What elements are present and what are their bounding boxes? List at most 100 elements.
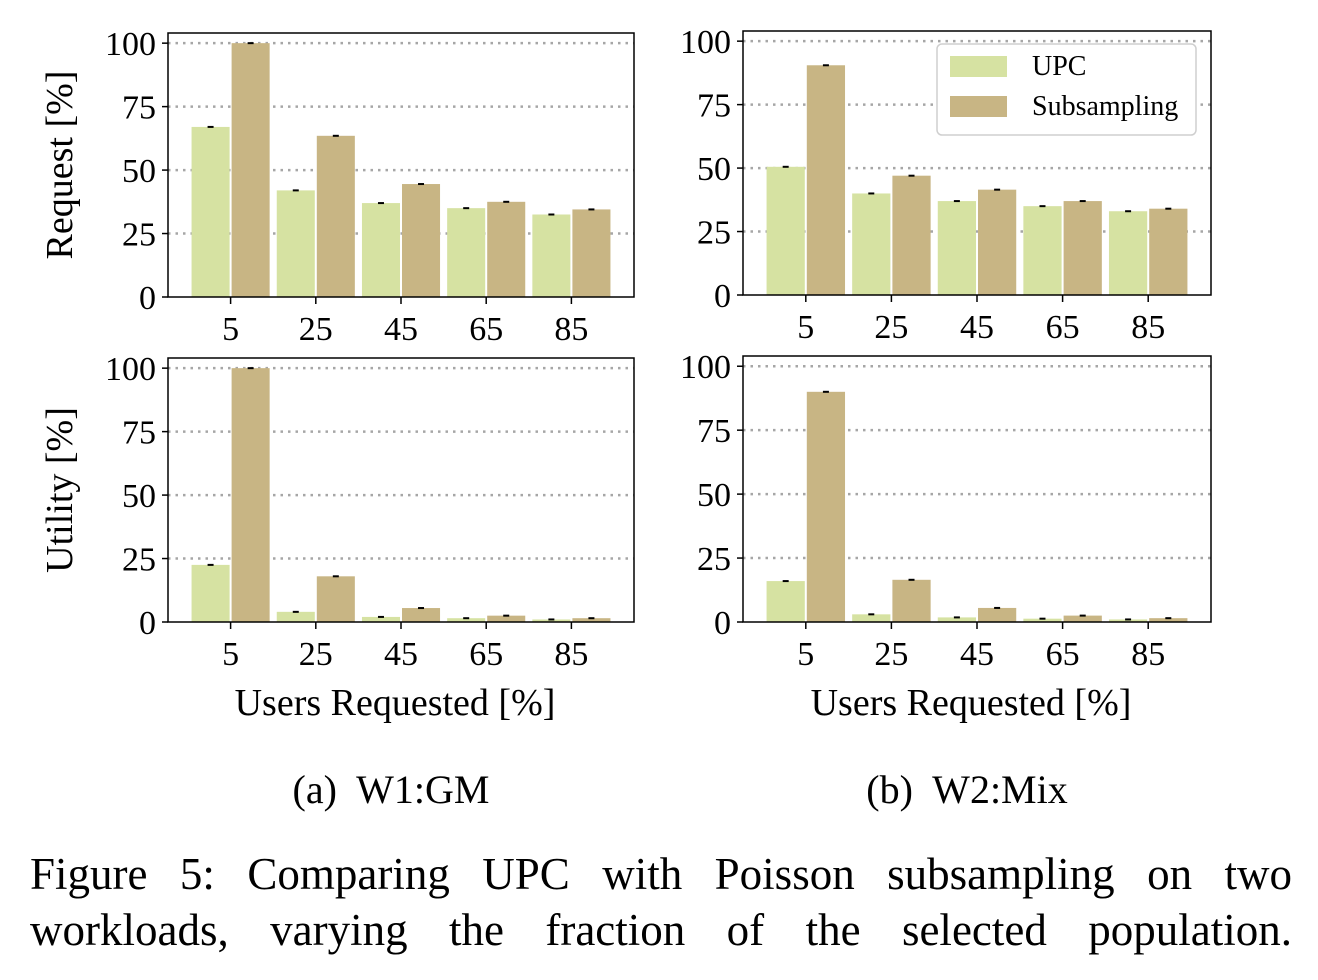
x-tick-label: 65	[469, 311, 503, 348]
y-tick-label: 25	[122, 217, 156, 254]
bar-subsampling-5	[231, 368, 270, 622]
plot-frame	[742, 355, 1212, 623]
x-tick-label: 85	[554, 636, 588, 673]
bar-upc-5	[766, 581, 805, 622]
bar-subsampling-25	[892, 175, 931, 295]
x-tick-label: 5	[797, 309, 814, 346]
chart-a-request: 0 25 50 75 100 5 25 45 65 85 Request [%]	[39, 26, 635, 348]
bar-upc-25	[276, 611, 315, 622]
bar-upc-85	[1108, 211, 1148, 295]
y-tick-label: 50	[697, 151, 731, 188]
y-tick-label: 100	[680, 349, 731, 386]
legend: UPC Subsampling	[936, 43, 1197, 136]
y-tick-label: 25	[122, 542, 156, 579]
x-tick-label: 85	[554, 311, 588, 348]
y-tick-label: 25	[697, 541, 731, 578]
bar-subsampling-65	[1063, 201, 1102, 295]
bar-upc-25	[852, 614, 891, 622]
x-tick-label: 45	[384, 636, 418, 673]
x-tick-label: 85	[1131, 636, 1165, 673]
panel-subtitle: (a) W1:GM	[293, 767, 490, 812]
bar-upc-5	[191, 126, 230, 297]
bar-upc-45	[937, 617, 976, 622]
x-tick-label: 45	[384, 311, 418, 348]
y-tick-label: 75	[697, 88, 731, 125]
y-tick-label: 0	[714, 278, 731, 315]
bar-subsampling-45	[402, 608, 441, 622]
bar-upc-85	[532, 214, 571, 297]
x-tick-label: 25	[874, 636, 908, 673]
plot-frame	[167, 357, 635, 623]
bar-subsampling-25	[316, 135, 355, 297]
bar-subsampling-85	[572, 618, 611, 622]
y-tick-label: 50	[697, 477, 731, 514]
caption-line-1: Figure 5: Comparing UPC with Poisson sub…	[30, 849, 1292, 899]
y-tick-label: 50	[122, 478, 156, 515]
y-tick-label: 100	[680, 24, 731, 61]
bar-subsampling-45	[402, 184, 441, 297]
bar-subsampling-85	[1149, 208, 1188, 295]
legend-label: Subsampling	[1032, 91, 1178, 122]
x-tick-label: 65	[469, 636, 503, 673]
x-tick-label: 5	[222, 636, 239, 673]
x-axis-label: Users Requested [%]	[811, 682, 1132, 724]
figure-caption: Figure 5: Comparing UPC with Poisson sub…	[30, 846, 1292, 958]
legend-label: UPC	[1032, 51, 1086, 82]
y-tick-label: 100	[105, 351, 156, 388]
x-tick-label: 45	[960, 309, 994, 346]
y-axis-label: Request [%]	[39, 71, 81, 260]
bar-subsampling-25	[892, 579, 931, 622]
y-tick-label: 0	[139, 605, 156, 642]
bar-upc-5	[191, 564, 230, 622]
bar-upc-85	[532, 619, 571, 622]
bar-subsampling-25	[316, 576, 355, 622]
bar-upc-45	[361, 203, 400, 297]
bar-subsampling-5	[806, 391, 846, 622]
chart-b-utility: 0 25 50 75 100 5 25 45 65 85 Users Requested [%] (b…	[680, 349, 1212, 812]
chart-a-utility: 0 25 50 75 100 5 25 45 65 85 Utility [%] Users Requ…	[39, 351, 635, 812]
y-tick-label: 100	[105, 26, 156, 63]
plot-frame	[742, 30, 1212, 296]
bar-upc-65	[1023, 618, 1062, 622]
y-tick-label: 75	[122, 90, 156, 127]
x-tick-label: 85	[1131, 309, 1165, 346]
caption-line-2: workloads, varying the fraction of the s…	[30, 905, 1292, 955]
x-tick-label: 5	[222, 311, 239, 348]
y-axis-label: Utility [%]	[39, 407, 81, 573]
panel-subtitle: (b) W2:Mix	[866, 767, 1067, 812]
bar-upc-85	[1108, 619, 1148, 622]
x-tick-label: 25	[299, 636, 333, 673]
bar-subsampling-5	[806, 65, 846, 296]
y-tick-label: 0	[139, 280, 156, 317]
y-tick-label: 75	[697, 413, 731, 450]
bar-subsampling-65	[487, 201, 526, 297]
bar-upc-65	[447, 618, 486, 622]
y-tick-label: 75	[122, 415, 156, 452]
plot-frame	[167, 32, 635, 298]
x-tick-label: 25	[299, 311, 333, 348]
y-tick-label: 25	[697, 215, 731, 252]
bar-upc-25	[276, 190, 315, 297]
y-tick-label: 50	[122, 153, 156, 190]
bar-upc-45	[937, 201, 976, 295]
chart-b-request: 0 25 50 75 100 5 25 45 65 85 UPC Subsampling	[680, 24, 1212, 346]
bar-upc-65	[1023, 206, 1062, 295]
x-tick-label: 65	[1046, 636, 1080, 673]
bar-upc-5	[766, 166, 805, 295]
bar-upc-65	[447, 208, 486, 297]
bar-upc-25	[852, 193, 891, 295]
bar-subsampling-85	[572, 209, 611, 297]
x-tick-label: 5	[797, 636, 814, 673]
bar-subsampling-45	[978, 607, 1017, 622]
legend-swatch	[950, 96, 1007, 117]
x-tick-label: 45	[960, 636, 994, 673]
bar-subsampling-45	[978, 189, 1017, 295]
bar-subsampling-5	[231, 43, 270, 298]
bar-upc-45	[361, 616, 400, 622]
x-tick-label: 65	[1046, 309, 1080, 346]
bar-subsampling-65	[1063, 615, 1102, 622]
x-axis-label: Users Requested [%]	[235, 682, 556, 724]
bar-subsampling-65	[487, 615, 526, 622]
legend-swatch	[950, 56, 1007, 77]
